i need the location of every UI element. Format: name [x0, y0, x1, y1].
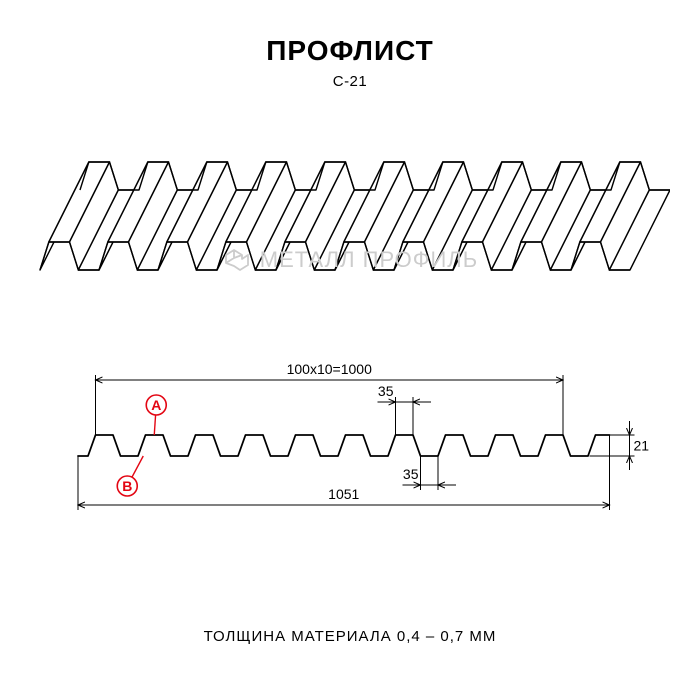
watermark-text: МЕТАЛЛ ПРОФИЛЬ: [260, 247, 478, 272]
svg-text:А: А: [151, 397, 161, 413]
title: ПРОФЛИСТ: [0, 35, 700, 67]
svg-text:100х10=1000: 100х10=1000: [287, 361, 372, 377]
profile-drawing: 100х10=1000 1051 35 35 21 А В: [30, 340, 670, 540]
svg-text:В: В: [122, 478, 132, 494]
subtitle: С-21: [0, 73, 700, 90]
watermark-logo-icon: [222, 245, 252, 277]
watermark: МЕТАЛЛ ПРОФИЛЬ: [0, 245, 700, 277]
svg-text:21: 21: [634, 438, 650, 454]
footer-text: ТОЛЩИНА МАТЕРИАЛА 0,4 – 0,7 ММ: [0, 628, 700, 645]
svg-text:1051: 1051: [328, 486, 359, 502]
title-block: ПРОФЛИСТ С-21: [0, 35, 700, 90]
svg-text:35: 35: [403, 466, 419, 482]
svg-text:35: 35: [378, 383, 394, 399]
